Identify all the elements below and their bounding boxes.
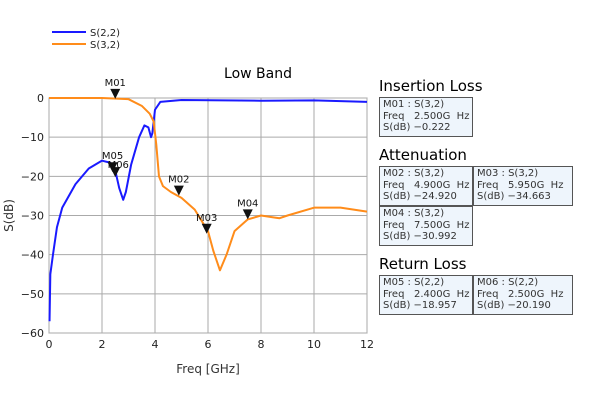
legend-label: S(2,2) [90,28,120,39]
x-axis-label: Freq [GHz] [176,362,240,376]
s-parameter-chart: 0 2 4 6 8 10 12 0 −10 −20 −30 −40 −50 −60 Low Band Freq… [2,28,374,376]
marker-freq: Freq 2.500G Hz [477,288,564,300]
marker-triangle [110,88,121,99]
y-tick-label: −60 [21,327,44,340]
panel-title: Attenuation [379,146,467,164]
panel-title: Insertion Loss [379,77,483,95]
marker-triangle [242,209,253,220]
marker-sdb: S(dB) −18.957 [383,300,457,311]
marker-freq: Freq 4.900G Hz [383,179,470,191]
series-line-S(2,2) [48,98,368,322]
marker-box-m03: M03 : S(3,2) Freq 5.950G Hz S(dB) −34.66… [473,166,573,206]
attenuation-panel: Attenuation M02 : S(3,2) Freq 4.900G Hz … [379,146,573,246]
marker-box-m01: M01 : S(3,2) Freq 2.500G Hz S(dB) −0.222 [379,97,473,137]
x-tick-label: 12 [360,338,374,351]
y-tick-label: −10 [21,131,44,144]
x-tick-label: 10 [307,338,321,351]
y-tick-label: −30 [21,210,44,223]
marker-triangle [110,167,121,178]
x-tick-label: 2 [99,338,106,351]
panel-title: Return Loss [379,255,467,273]
x-tick-label: 4 [152,338,159,351]
series-line-S(3,2) [49,97,368,272]
marker-sdb: S(dB) −24.920 [383,191,457,202]
y-tick-label: −50 [21,288,44,301]
marker-sdb: S(dB) −30.992 [383,231,457,242]
marker-head: M02 : S(3,2) [383,168,445,179]
marker-head: M01 : S(3,2) [383,99,445,110]
marker-label: M03 [196,213,217,224]
marker-freq: Freq 7.500G Hz [383,219,470,231]
y-tick-label: −40 [21,249,44,262]
marker-label: M04 [237,198,258,209]
marker-label: M01 [105,78,126,89]
marker-head: M05 : S(2,2) [383,277,445,288]
chart-title: Low Band [224,66,292,82]
marker-box-m02: M02 : S(3,2) Freq 4.900G Hz S(dB) −24.92… [379,166,473,206]
marker-head: M04 : S(3,2) [383,208,445,219]
y-tick-label: −20 [21,170,44,183]
marker-head: M03 : S(3,2) [477,168,539,179]
x-tick-label: 6 [205,338,212,351]
y-tick-label: 0 [37,92,44,105]
marker-triangle [201,223,212,234]
y-axis-label: S(dB) [2,199,16,232]
marker-box-m05: M05 : S(2,2) Freq 2.400G Hz S(dB) −18.95… [379,275,473,315]
marker-box-m06: M06 : S(2,2) Freq 2.500G Hz S(dB) −20.19… [473,275,573,315]
insertion-loss-panel: Insertion Loss M01 : S(3,2) Freq 2.500G … [379,77,483,137]
marker-sdb: S(dB) −34.663 [477,191,551,202]
marker-sdb: S(dB) −0.222 [383,122,451,133]
marker-head: M06 : S(2,2) [477,277,539,288]
marker-box-m04: M04 : S(3,2) Freq 7.500G Hz S(dB) −30.99… [379,206,473,246]
marker-label: M02 [168,175,189,186]
marker-freq: Freq 5.950G Hz [477,179,564,191]
return-loss-panel: Return Loss M05 : S(2,2) Freq 2.400G Hz … [379,255,573,315]
x-tick-label: 0 [46,338,53,351]
marker-freq: Freq 2.500G Hz [383,110,470,122]
marker-triangle [173,185,184,196]
legend-label: S(3,2) [90,40,120,51]
marker-label: M06 [108,160,129,171]
x-tick-label: 8 [258,338,265,351]
marker-sdb: S(dB) −20.190 [477,300,551,311]
marker-label: M05 [102,151,123,162]
marker-freq: Freq 2.400G Hz [383,288,470,300]
